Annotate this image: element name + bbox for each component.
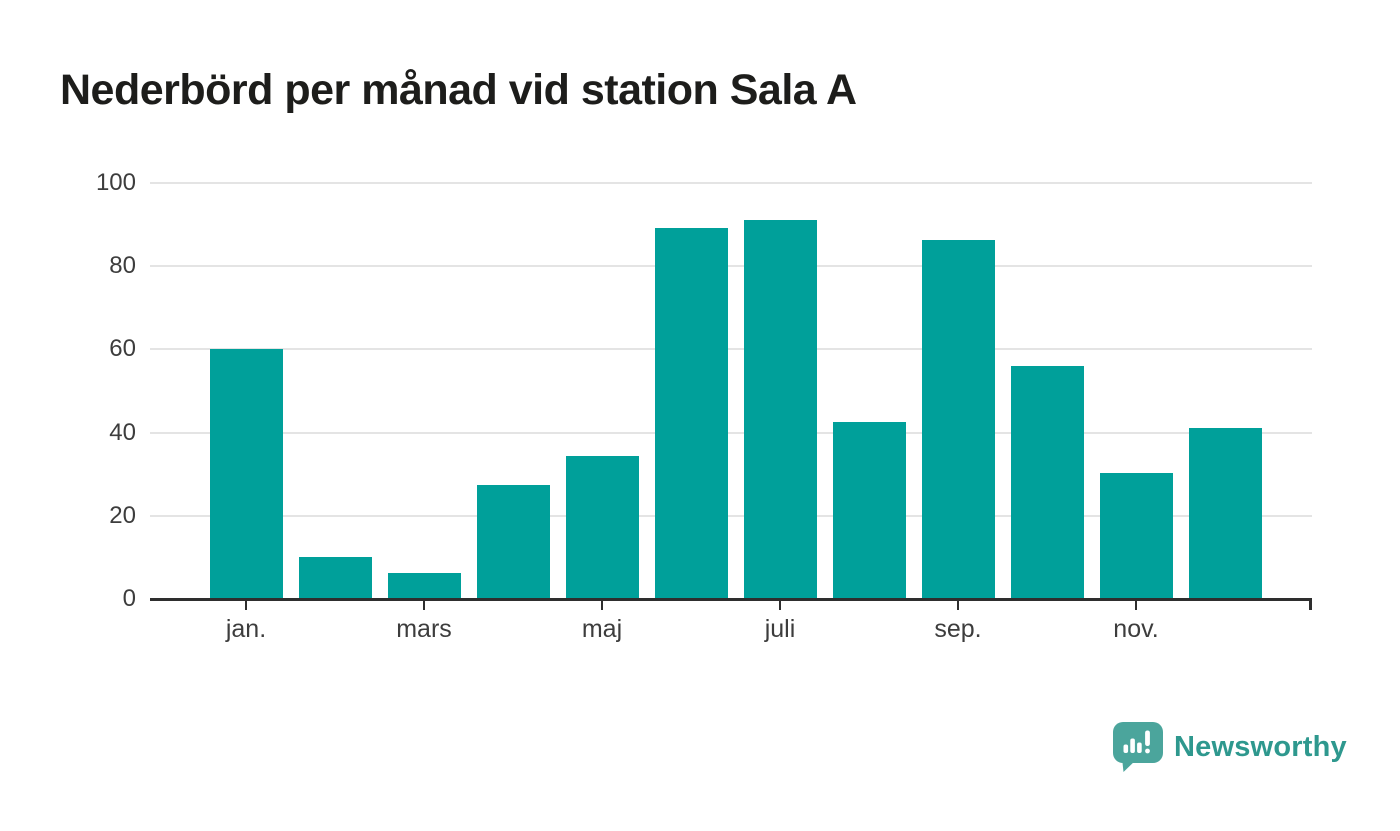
x-axis-tick-label: juli [764, 615, 796, 643]
gridline [150, 514, 1312, 517]
x-axis-tick-label: sep. [934, 615, 982, 643]
y-axis-tick-label: 0 [122, 585, 136, 612]
x-axis-tick [956, 601, 960, 610]
gridline [150, 265, 1312, 268]
x-axis-tick [244, 601, 248, 610]
bar [654, 228, 728, 599]
x-axis-line [150, 597, 1312, 601]
y-axis-tick-label: 20 [109, 501, 136, 529]
x-axis-tick-label: nov. [1113, 615, 1159, 643]
bar [832, 422, 906, 599]
chart-title: Nederbörd per månad vid station Sala A [60, 66, 857, 114]
x-axis-tick [1134, 601, 1138, 610]
bar [1010, 365, 1084, 599]
gridline [150, 348, 1312, 351]
y-axis-tick-label: 100 [95, 169, 136, 196]
y-axis-tick-label: 80 [109, 252, 136, 280]
newsworthy-logo-icon [1113, 722, 1163, 772]
x-axis-tick [778, 601, 782, 610]
bar [921, 239, 995, 599]
x-axis-tick [422, 601, 426, 610]
gridline [150, 182, 1312, 184]
bar [1188, 428, 1262, 599]
newsworthy-branding: Newsworthy [1113, 722, 1347, 772]
bar [565, 456, 639, 599]
x-axis-tick [600, 601, 604, 610]
newsworthy-logo-text: Newsworthy [1174, 730, 1347, 763]
x-axis-endcap-tick [1309, 597, 1312, 610]
x-axis-tick-label: jan. [225, 615, 267, 643]
bar [387, 572, 461, 599]
bar [476, 484, 550, 599]
bar [743, 219, 817, 599]
bar [298, 556, 372, 599]
gridline [150, 431, 1312, 434]
bar [209, 348, 283, 599]
y-axis-tick-label: 60 [109, 335, 136, 363]
x-axis-tick-label: mars [396, 615, 452, 643]
y-axis-tick-label: 40 [109, 418, 136, 446]
bar-chart: jan. mars maj juli sep. nov. 0 20 40 60 80 100 [0, 169, 1400, 683]
bar [1099, 472, 1173, 599]
plot-area: jan. mars maj juli sep. nov. [150, 182, 1312, 643]
x-axis-tick-label: maj [581, 615, 623, 643]
